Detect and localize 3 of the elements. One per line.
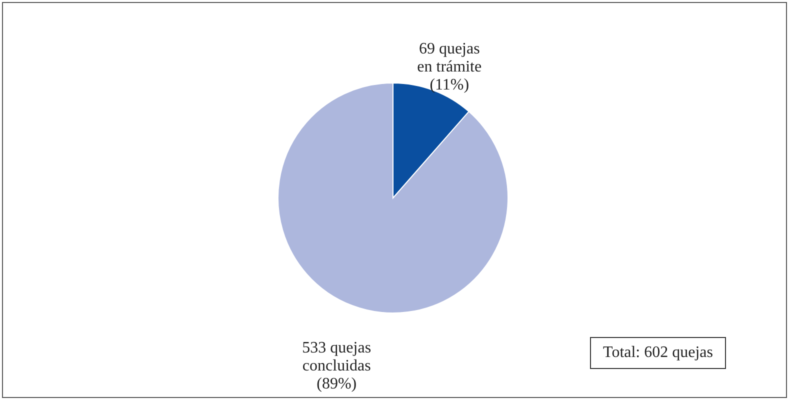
slice-label: 69 quejas en trámite (11%)	[417, 40, 482, 94]
slice-label: 533 quejas concluidas (89%)	[302, 340, 372, 393]
text: Total: 602 quejas	[590, 337, 726, 369]
